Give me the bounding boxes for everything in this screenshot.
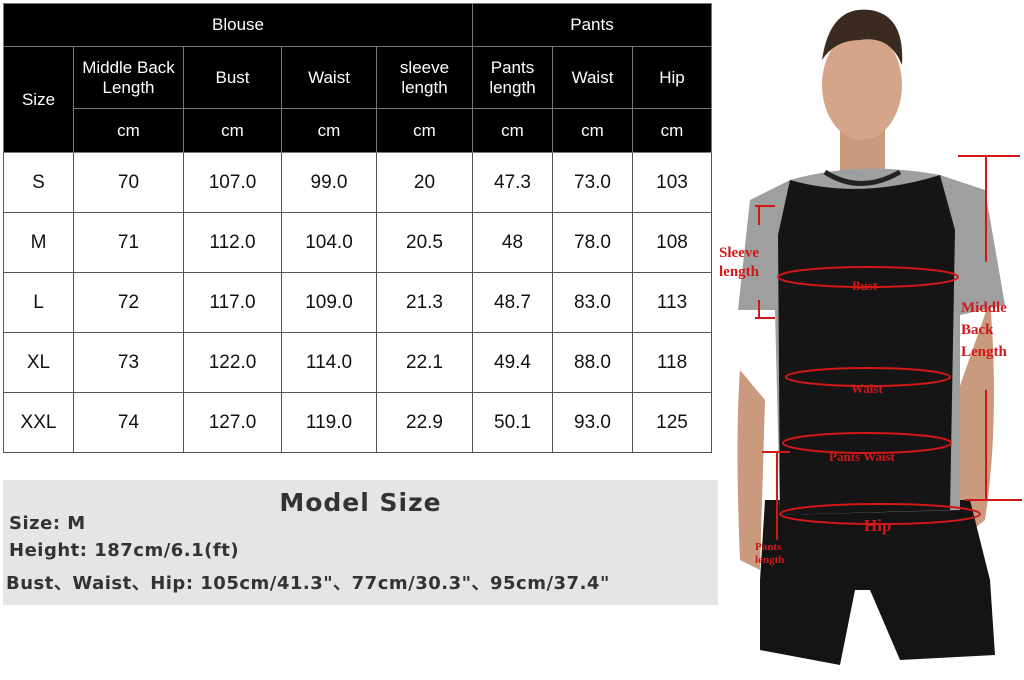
- table-cell: 73: [73, 332, 184, 393]
- model-photo: [737, 9, 1005, 665]
- col-middle-back-length: Middle Back Length: [73, 46, 184, 109]
- unit-cell: cm: [472, 108, 553, 153]
- table-cell: 22.1: [376, 332, 473, 393]
- size-chart-table: Blouse Pants Size Middle Back Length Bus…: [3, 3, 712, 453]
- table-cell: 20.5: [376, 212, 473, 273]
- table-cell: 21.3: [376, 272, 473, 333]
- model-size: Size: M: [9, 513, 86, 534]
- label-pants-waist: Pants Waist: [829, 449, 896, 464]
- table-cell: 22.9: [376, 392, 473, 453]
- col-bust: Bust: [183, 46, 282, 109]
- unit-cell: cm: [183, 108, 282, 153]
- table-cell: 48: [472, 212, 553, 273]
- size-cell: M: [3, 212, 74, 273]
- label-back: Back: [961, 322, 994, 338]
- col-sleeve-length: sleeve length: [376, 46, 473, 109]
- table-cell: 109.0: [281, 272, 377, 333]
- group-blouse: Blouse: [3, 3, 473, 47]
- label-middle: Middle: [961, 300, 1007, 316]
- model-measurements: Bust、Waist、Hip: 105cm/41.3"、77cm/30.3"、9…: [6, 573, 610, 594]
- model-figure: Sleeve length Bust Middle Back Length Wa…: [720, 9, 1022, 665]
- table-cell: 125: [632, 392, 712, 453]
- col-size: Size: [3, 46, 74, 153]
- table-cell: 70: [73, 152, 184, 213]
- table-cell: 108: [632, 212, 712, 273]
- table-cell: 74: [73, 392, 184, 453]
- label-length: Length: [961, 344, 1008, 360]
- table-cell: 127.0: [183, 392, 282, 453]
- unit-cell: cm: [376, 108, 473, 153]
- label-hip: Hip: [864, 516, 891, 535]
- col-pants-waist: Waist: [552, 46, 633, 109]
- table-cell: 73.0: [552, 152, 633, 213]
- size-cell: XL: [3, 332, 74, 393]
- model-height: Height: 187cm/6.1(ft): [9, 540, 240, 561]
- table-cell: 88.0: [552, 332, 633, 393]
- group-pants: Pants: [472, 3, 712, 47]
- table-cell: 83.0: [552, 272, 633, 333]
- label-pants: Pants: [755, 541, 782, 553]
- size-cell: L: [3, 272, 74, 333]
- size-cell: S: [3, 152, 74, 213]
- model-title: Model Size: [279, 488, 442, 517]
- table-row: XXL 74 127.0 119.0 22.9 50.1 93.0 125: [3, 392, 712, 453]
- table-cell: 114.0: [281, 332, 377, 393]
- label-sleeve-length: length: [720, 264, 760, 280]
- size-cell: XXL: [3, 392, 74, 453]
- unit-cell: cm: [281, 108, 377, 153]
- table-cell: 47.3: [472, 152, 553, 213]
- table-cell: 112.0: [183, 212, 282, 273]
- table-row: M 71 112.0 104.0 20.5 48 78.0 108: [3, 212, 712, 273]
- table-row: L 72 117.0 109.0 21.3 48.7 83.0 113: [3, 272, 712, 333]
- table-row: XL 73 122.0 114.0 22.1 49.4 88.0 118: [3, 332, 712, 393]
- table-cell: 104.0: [281, 212, 377, 273]
- table-cell: 103: [632, 152, 712, 213]
- table-cell: 49.4: [472, 332, 553, 393]
- table-row: S 70 107.0 99.0 20 47.3 73.0 103: [3, 152, 712, 213]
- unit-cell: cm: [552, 108, 633, 153]
- table-cell: 93.0: [552, 392, 633, 453]
- table-cell: 50.1: [472, 392, 553, 453]
- col-pants-length: Pants length: [472, 46, 553, 109]
- measure-lines: [755, 155, 1022, 540]
- unit-cell: cm: [632, 108, 712, 153]
- table-cell: 113: [632, 272, 712, 333]
- col-hip: Hip: [632, 46, 712, 109]
- model-size-box: Model Size Size: M Height: 187cm/6.1(ft)…: [3, 480, 718, 605]
- table-cell: 122.0: [183, 332, 282, 393]
- unit-cell: cm: [73, 108, 184, 153]
- table-cell: 72: [73, 272, 184, 333]
- measure-labels: Sleeve length Bust Middle Back Length Wa…: [720, 245, 1008, 566]
- label-bust: Bust: [852, 278, 878, 293]
- table-cell: 78.0: [552, 212, 633, 273]
- label-pants-length: length: [755, 554, 784, 566]
- table-cell: 117.0: [183, 272, 282, 333]
- table-cell: 48.7: [472, 272, 553, 333]
- table-cell: 71: [73, 212, 184, 273]
- col-waist: Waist: [281, 46, 377, 109]
- table-cell: 20: [376, 152, 473, 213]
- table-cell: 107.0: [183, 152, 282, 213]
- table-cell: 118: [632, 332, 712, 393]
- table-cell: 99.0: [281, 152, 377, 213]
- label-sleeve: Sleeve: [720, 245, 759, 261]
- table-cell: 119.0: [281, 392, 377, 453]
- label-waist: Waist: [851, 381, 883, 396]
